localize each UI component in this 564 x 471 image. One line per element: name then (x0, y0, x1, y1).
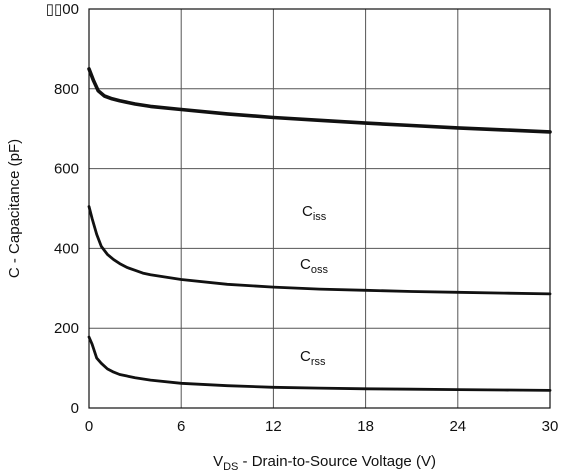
series-line-coss (87, 205, 552, 296)
x-axis-title: VDS - Drain-to-Source Voltage (V) (213, 453, 436, 471)
y-tick-label: ▯▯00 (46, 1, 79, 18)
grid-lines (89, 9, 550, 408)
y-axis-title: C - Capacitance (pF) (6, 139, 23, 278)
y-tick-labels: 0 200 400 600 800 ▯▯00 (46, 1, 79, 417)
y-tick-label: 400 (54, 240, 79, 257)
series-line-ciss (87, 67, 552, 134)
x-tick-label: 30 (542, 418, 559, 435)
x-tick-label: 0 (85, 418, 93, 435)
y-tick-label: 200 (54, 320, 79, 337)
series-label-ciss: Ciss (302, 203, 327, 223)
y-tick-label: 800 (54, 81, 79, 98)
x-tick-labels: 0 6 12 18 24 30 (85, 418, 559, 435)
y-tick-label: 600 (54, 161, 79, 178)
x-tick-label: 24 (449, 418, 466, 435)
series-labels: Ciss Coss Crss (300, 203, 328, 368)
series-line-crss (87, 335, 552, 392)
plot-frame (88, 8, 551, 409)
series-label-crss: Crss (300, 348, 326, 368)
x-tick-label: 18 (357, 418, 374, 435)
x-tick-label: 6 (177, 418, 185, 435)
series-label-coss: Coss (300, 256, 328, 276)
y-tick-label: 0 (71, 400, 79, 417)
x-tick-label: 12 (265, 418, 282, 435)
series-curves (87, 67, 552, 392)
